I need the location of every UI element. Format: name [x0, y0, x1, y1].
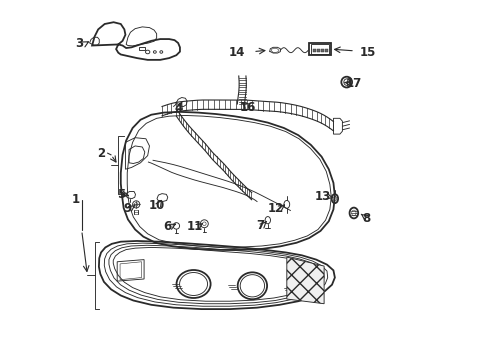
- Text: 13: 13: [314, 190, 330, 203]
- Text: 16: 16: [240, 101, 256, 114]
- Text: 2: 2: [97, 147, 105, 159]
- Text: 4: 4: [174, 102, 182, 115]
- Polygon shape: [317, 49, 320, 52]
- Text: 10: 10: [148, 199, 164, 212]
- Polygon shape: [321, 49, 324, 52]
- Text: 15: 15: [359, 46, 376, 59]
- Text: 3: 3: [75, 37, 83, 50]
- Polygon shape: [286, 257, 324, 304]
- Text: 6: 6: [163, 220, 171, 233]
- Text: 7: 7: [256, 219, 264, 232]
- Polygon shape: [325, 49, 327, 52]
- Text: 17: 17: [345, 77, 361, 90]
- Text: 5: 5: [117, 188, 124, 201]
- Polygon shape: [313, 49, 316, 52]
- Text: 14: 14: [229, 46, 245, 59]
- Text: 8: 8: [362, 212, 370, 225]
- Text: 12: 12: [267, 202, 284, 215]
- Text: 1: 1: [72, 193, 80, 206]
- Text: 11: 11: [186, 220, 203, 233]
- Text: 9: 9: [123, 202, 132, 215]
